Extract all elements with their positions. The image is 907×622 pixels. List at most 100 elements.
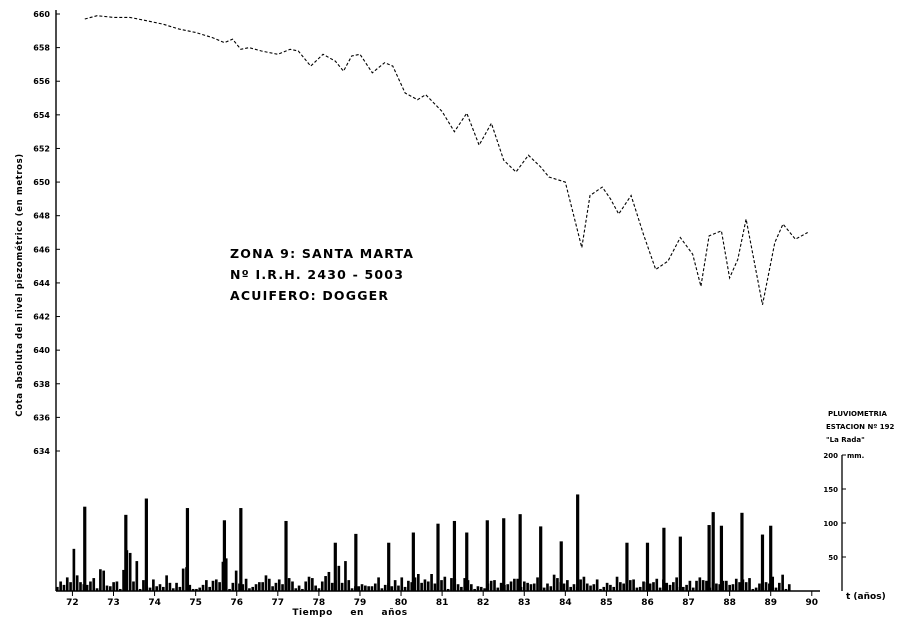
rainfall-bar [304, 581, 308, 591]
rainfall-bar [258, 582, 261, 591]
rainfall-bar [231, 582, 235, 591]
rainfall-bar [397, 585, 400, 591]
x-tick: 74 [148, 591, 161, 608]
rainfall-bar [92, 578, 96, 591]
rainfall-bar [619, 582, 622, 591]
rainfall-bar [615, 576, 619, 591]
rainfall-bar [725, 580, 728, 591]
rainfall-bar [79, 582, 82, 591]
rainfall-tick: 100 [823, 520, 846, 528]
x-tick-label: 89 [764, 598, 777, 608]
rainfall-bar [734, 578, 738, 591]
rainfall-bar [99, 569, 102, 591]
rainfall-bar [556, 578, 559, 591]
rainfall-bar [771, 576, 775, 591]
rainfall-bar [195, 588, 198, 591]
rainfall-bar [549, 586, 553, 591]
rainfall-bar [688, 580, 692, 591]
rainfall-peak-bar [124, 514, 128, 591]
rainfall-bar [380, 588, 384, 591]
rainfall-bars [56, 494, 791, 591]
rainfall-peak-bar [502, 518, 506, 591]
rainfall-bar [277, 579, 281, 591]
rainfall-bar [161, 586, 165, 591]
rainfall-bar [655, 578, 659, 591]
rainfall-bar [171, 588, 175, 591]
rainfall-peak-bar [387, 542, 391, 591]
rainfall-bar [267, 578, 271, 591]
rainfall-bar [413, 577, 417, 591]
rainfall-bar [344, 561, 347, 591]
rainfall-peak-bar [559, 541, 563, 591]
piezometric-series [84, 15, 808, 305]
x-tick-label: 73 [107, 598, 120, 608]
rainfall-bar [592, 584, 596, 591]
rainfall-bar [546, 583, 549, 591]
rainfall-bar [658, 587, 662, 591]
rainfall-bar [513, 578, 516, 591]
rainfall-bar [89, 581, 92, 591]
rainfall-bar [198, 587, 202, 591]
rainfall-bar [509, 581, 513, 591]
x-tick: 79 [354, 591, 366, 608]
rainfall-bar [638, 586, 642, 591]
rainfall-peak-bar [222, 520, 227, 591]
rainfall-bar [605, 582, 609, 591]
rainfall-bar [562, 583, 566, 591]
rainfall-bar [347, 580, 351, 591]
rainfall-bar [417, 574, 420, 591]
rainfall-bar [628, 580, 632, 591]
x-tick: 83 [518, 591, 531, 608]
rainfall-bar [135, 561, 139, 591]
x-tick-label: 90 [806, 598, 819, 608]
rainfall-bar [463, 578, 467, 591]
y-tick: 652 [33, 144, 60, 153]
rainfall-bar [595, 579, 599, 591]
rainfall-bar [622, 583, 625, 591]
y-tick: 644 [33, 279, 60, 288]
rainfall-bar [214, 579, 218, 591]
rainfall-bar [668, 584, 672, 591]
rainfall-bar [324, 576, 327, 591]
y-tick: 646 [33, 245, 60, 254]
rainfall-bar [748, 578, 751, 591]
rainfall-bar [430, 574, 433, 591]
y-tick-label: 648 [33, 212, 50, 221]
rainfall-bar [294, 588, 298, 591]
rainfall-bar [420, 582, 423, 591]
rainfall-bar [393, 580, 397, 591]
rainfall-bar [95, 588, 99, 591]
rainfall-bar [314, 585, 317, 591]
rainfall-tick-labels: 200 150 100 50 [823, 452, 846, 562]
rainfall-tick-label: 200 [823, 452, 838, 460]
rainfall-bar [218, 582, 221, 591]
rainfall-bar [291, 581, 294, 591]
rainfall-bar [506, 584, 510, 591]
rainfall-bar [158, 584, 162, 591]
x-tick: 77 [272, 591, 284, 608]
rainfall-bar [400, 577, 404, 591]
rainfall-bar [224, 558, 228, 591]
rainfall-peak-bar [465, 532, 469, 591]
rainfall-bar [469, 584, 473, 591]
rainfall-peak-bar [740, 512, 744, 591]
x-tick-labels: 72 73 74 75 76 77 78 79 80 81 82 83 84 85 86 87 88 89 90 [66, 591, 818, 608]
rainfall-bar [373, 583, 377, 591]
rainfall-bar [701, 580, 705, 591]
rainfall-bar [390, 586, 394, 591]
rainfall-bar [582, 576, 586, 591]
rainfall-bar [244, 578, 248, 591]
rainfall-bar [62, 584, 66, 591]
x-tick: 81 [436, 591, 448, 608]
rainfall-bar [311, 578, 314, 591]
y-tick-label: 646 [33, 245, 50, 254]
rainfall-peak-bar [645, 542, 650, 591]
x-tick: 76 [230, 591, 243, 608]
rainfall-bar [609, 584, 612, 591]
rainfall-bar [496, 587, 500, 591]
rainfall-tick: 200 [823, 452, 846, 460]
rainfall-bar [360, 584, 364, 591]
y-tick: 636 [33, 413, 60, 422]
x-tick-label: 80 [395, 598, 408, 608]
